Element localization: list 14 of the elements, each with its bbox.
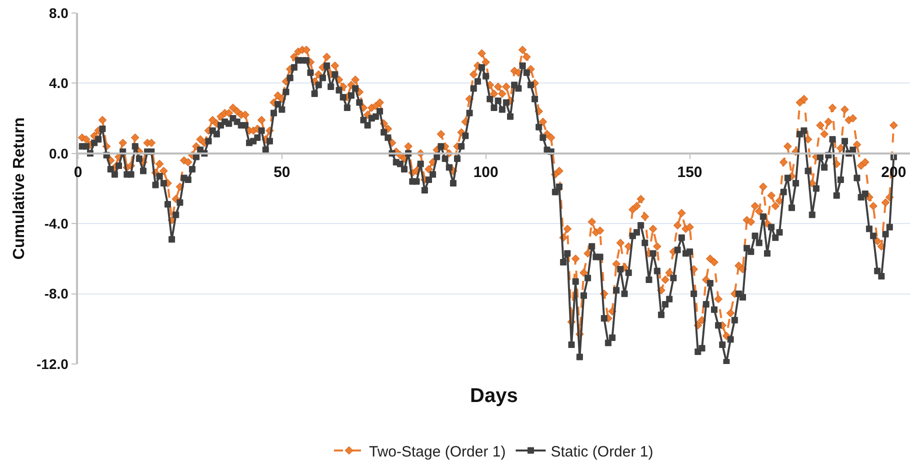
x-tick-label: 50 xyxy=(274,164,290,182)
x-tick-label: 0 xyxy=(74,164,82,182)
y-axis-title: Cumulative Return xyxy=(10,117,28,260)
y-tick-label: 0.0 xyxy=(48,145,69,162)
y-tick-label: 8.0 xyxy=(48,4,69,21)
x-tick-label: 100 xyxy=(473,164,498,182)
legend-label: Static (Order 1) xyxy=(550,443,654,460)
legend-label: Two-Stage (Order 1) xyxy=(369,443,506,460)
x-axis-title: Days xyxy=(470,385,518,407)
y-tick-label: -8.0 xyxy=(44,286,69,302)
y-tick-label: -12.0 xyxy=(36,356,69,372)
y-tick-label: 4.0 xyxy=(48,75,69,92)
x-tick-label: 150 xyxy=(677,164,702,182)
y-tick-label: -4.0 xyxy=(44,216,69,232)
